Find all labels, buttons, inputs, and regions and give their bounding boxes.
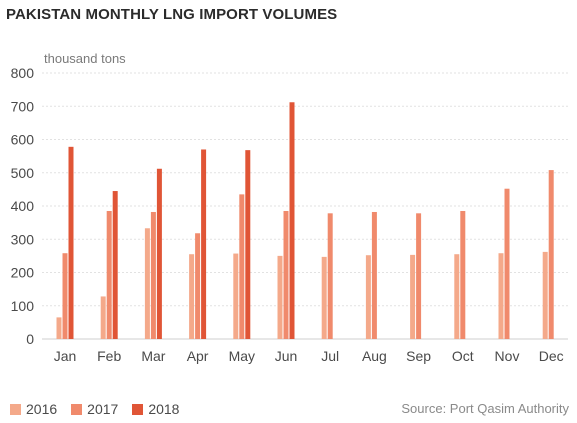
legend-swatch-2017	[71, 403, 83, 415]
legend-item-2016: 2016	[10, 401, 57, 417]
bar-mar-2018	[156, 168, 162, 339]
bar-aug-2016	[365, 255, 371, 339]
legend-label-2018: 2018	[148, 401, 180, 417]
bars	[56, 102, 554, 339]
bar-apr-2016	[189, 254, 195, 339]
bar-nov-2016	[498, 253, 504, 339]
y-tick-label-800: 800	[11, 65, 35, 81]
chart-title: PAKISTAN MONTHLY LNG IMPORT VOLUMES	[6, 6, 338, 23]
y-axis-unit-label: thousand tons	[44, 51, 126, 66]
bar-apr-2018	[201, 149, 207, 339]
x-tick-label-dec: Dec	[539, 348, 564, 364]
bar-jun-2018	[289, 102, 295, 339]
x-tick-label-mar: Mar	[141, 348, 165, 364]
bar-feb-2018	[112, 191, 118, 339]
x-tick-label-feb: Feb	[97, 348, 121, 364]
legend-item-2017: 2017	[71, 401, 118, 417]
bar-jan-2017	[62, 253, 68, 339]
legend-swatch-2018	[132, 403, 144, 415]
x-tick-label-oct: Oct	[452, 348, 474, 364]
y-axis-ticks: 0 100 200 300 400 500 600 700 800	[11, 65, 35, 347]
y-tick-label-400: 400	[11, 198, 35, 214]
legend-swatch-2016	[10, 403, 21, 415]
legend-item-2018: 2018	[132, 401, 179, 417]
x-tick-label-apr: Apr	[187, 348, 209, 364]
y-tick-label-500: 500	[11, 165, 35, 181]
gridlines	[42, 72, 568, 340]
x-tick-label-may: May	[229, 348, 255, 364]
y-tick-label-200: 200	[11, 265, 35, 281]
legend-label-2017: 2017	[87, 401, 119, 417]
y-tick-label-600: 600	[11, 132, 35, 148]
x-tick-label-jan: Jan	[54, 348, 77, 364]
bar-may-2016	[233, 253, 239, 339]
bar-jan-2016	[56, 317, 62, 339]
x-tick-label-aug: Aug	[362, 348, 387, 364]
bar-mar-2017	[150, 211, 156, 339]
bar-sep-2017	[416, 213, 422, 339]
bar-jul-2017	[327, 213, 333, 339]
legend-label-2016: 2016	[26, 401, 58, 417]
bar-dec-2017	[548, 170, 554, 339]
bar-jul-2016	[321, 256, 327, 339]
legend: 2016 2017 2018	[10, 401, 193, 417]
bar-jan-2018	[68, 146, 74, 339]
bar-may-2017	[239, 194, 245, 339]
y-tick-label-700: 700	[11, 98, 35, 114]
bar-oct-2017	[460, 210, 466, 339]
y-tick-label-300: 300	[11, 231, 35, 247]
bar-jun-2016	[277, 255, 283, 339]
y-tick-label-100: 100	[11, 298, 35, 314]
bar-aug-2017	[371, 211, 377, 339]
x-tick-label-jul: Jul	[321, 348, 339, 364]
x-tick-label-sep: Sep	[406, 348, 431, 364]
bar-feb-2016	[100, 296, 106, 339]
bar-oct-2016	[454, 254, 460, 339]
bar-dec-2016	[542, 251, 548, 339]
bar-jun-2017	[283, 210, 289, 339]
x-axis-ticks: Jan Feb Mar Apr May Jun Jul Aug Sep Oct Nov Dec	[54, 348, 564, 364]
source-note: Source: Port Qasim Authority	[401, 401, 569, 416]
bar-feb-2017	[106, 210, 112, 339]
bar-sep-2016	[410, 254, 416, 339]
bar-nov-2017	[504, 188, 510, 339]
x-tick-label-jun: Jun	[275, 348, 298, 364]
x-tick-label-nov: Nov	[495, 348, 520, 364]
bar-apr-2017	[195, 233, 201, 339]
bar-may-2018	[245, 150, 251, 339]
y-tick-label-0: 0	[26, 331, 34, 347]
bar-mar-2016	[144, 228, 150, 339]
